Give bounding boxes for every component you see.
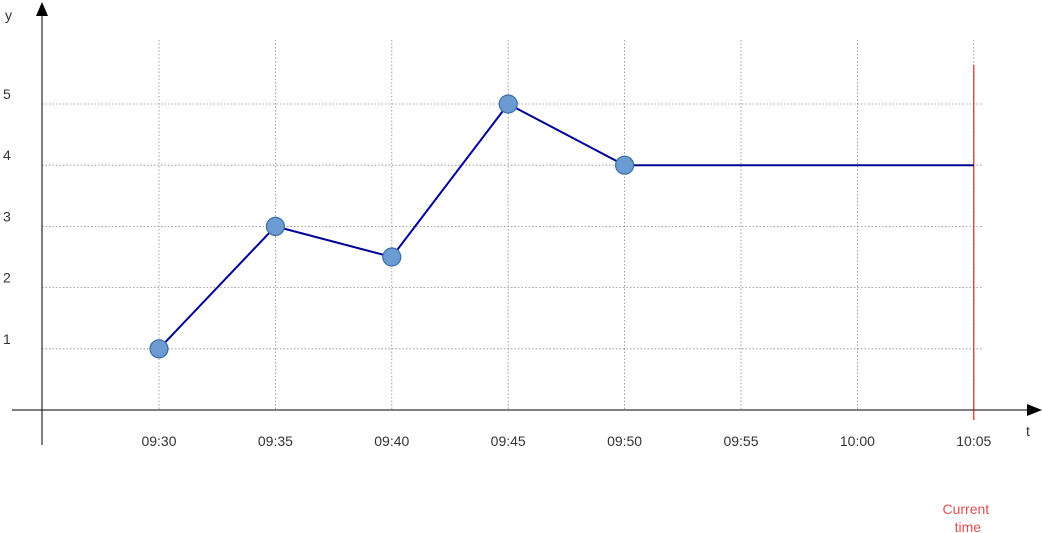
- axes: y t: [5, 2, 1042, 445]
- y-tick-labels: 1 2 3 4 5: [3, 86, 11, 347]
- current-time-marker: Current time: [943, 65, 994, 533]
- x-tick-label: 09:30: [141, 433, 176, 449]
- current-time-label-line: time: [955, 519, 982, 533]
- x-axis-arrow-icon: [1027, 404, 1042, 416]
- x-axis-label: t: [1026, 423, 1030, 439]
- y-tick-label: 4: [3, 147, 11, 163]
- data-point: [265, 216, 285, 236]
- x-tick-label: 09:40: [374, 433, 409, 449]
- y-tick-label: 2: [3, 270, 11, 286]
- y-tick-label: 5: [3, 86, 11, 102]
- y-axis-arrow-icon: [36, 2, 48, 16]
- x-tick-label: 09:35: [258, 433, 293, 449]
- data-point: [382, 247, 402, 267]
- y-tick-label: 1: [3, 331, 11, 347]
- y-axis-label: y: [5, 7, 12, 23]
- data-point: [614, 155, 635, 175]
- data-series: [149, 94, 974, 359]
- x-tick-label: 09:45: [491, 433, 526, 449]
- x-tick-label: 09:50: [607, 433, 642, 449]
- current-time-label: Current time: [943, 501, 994, 533]
- horizontal-gridlines: [42, 103, 982, 350]
- x-tick-label: 10:05: [956, 433, 991, 449]
- data-point: [149, 339, 169, 359]
- data-point: [498, 94, 518, 114]
- x-tick-label: 10:00: [840, 433, 875, 449]
- x-tick-labels: 09:30 09:35 09:40 09:45 09:50 09:55 10:00 10:05: [141, 433, 991, 449]
- series-line: [158, 103, 974, 350]
- x-tick-label: 09:55: [723, 433, 758, 449]
- current-time-label-line: Current: [943, 501, 990, 517]
- y-tick-label: 3: [3, 208, 11, 224]
